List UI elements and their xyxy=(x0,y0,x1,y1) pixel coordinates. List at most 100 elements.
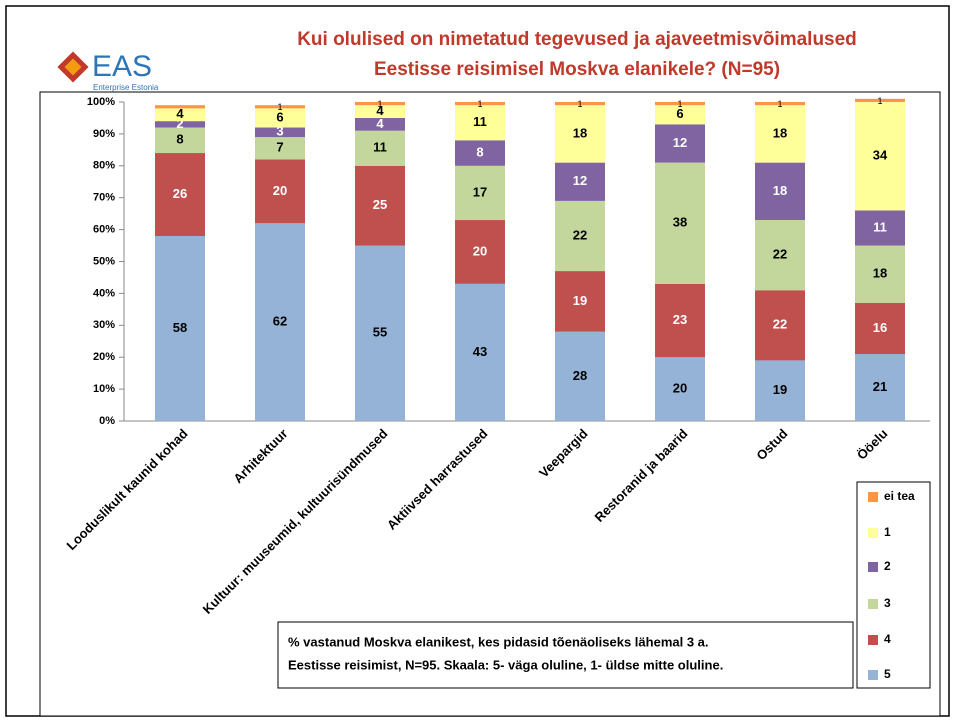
data-label: 1 xyxy=(577,99,582,109)
legend-swatch xyxy=(868,562,878,572)
data-label: 25 xyxy=(373,197,387,212)
y-tick-label: 40% xyxy=(93,287,115,299)
bar-segment xyxy=(655,102,705,106)
bar-segment xyxy=(355,117,405,131)
y-tick-label: 70% xyxy=(93,192,115,204)
bar-segment xyxy=(155,153,205,236)
data-label: 1 xyxy=(777,99,782,109)
logo-subtitle: Enterprise Estonia xyxy=(93,83,159,92)
chart-title: Eestisse reisimisel Moskva elanikele? (N… xyxy=(374,59,780,80)
note: Eestisse reisimist, N=95. Skaala: 5- väg… xyxy=(288,657,723,672)
y-tick-label: 80% xyxy=(93,160,115,172)
data-label: 1 xyxy=(377,99,382,109)
bar-segment xyxy=(255,137,305,160)
bar-segment xyxy=(655,105,705,125)
data-label: 21 xyxy=(873,379,887,394)
data-label: 18 xyxy=(873,266,887,281)
chart-title: Kui olulised on nimetatud tegevused ja a… xyxy=(297,29,857,50)
bar-segment xyxy=(255,105,305,109)
bar-segment xyxy=(755,105,805,163)
y-tick-label: 20% xyxy=(93,351,115,363)
legend-label: 1 xyxy=(884,525,891,539)
bar-segment xyxy=(455,165,505,221)
bar-segment xyxy=(855,98,905,102)
legend-swatch xyxy=(868,492,878,502)
data-label: 6 xyxy=(276,109,283,124)
bar-segment xyxy=(155,121,205,128)
data-label: 12 xyxy=(573,173,587,188)
bar-segment xyxy=(655,162,705,284)
bar-segment xyxy=(755,220,805,291)
y-tick-label: 0% xyxy=(99,415,115,427)
logo-name: EAS xyxy=(92,50,152,83)
data-label: 18 xyxy=(773,183,787,198)
data-label: 7 xyxy=(276,140,283,155)
data-label: 43 xyxy=(473,344,487,359)
data-label: 38 xyxy=(673,215,687,230)
data-label: 4 xyxy=(376,116,384,131)
bar-segment xyxy=(855,210,905,246)
y-tick-label: 50% xyxy=(93,255,115,267)
bar-segment xyxy=(755,162,805,221)
y-tick-label: 60% xyxy=(93,224,115,236)
bar-segment xyxy=(555,200,605,272)
bar-segment xyxy=(455,283,505,421)
y-tick-label: 90% xyxy=(93,128,115,140)
bar-segment xyxy=(555,331,605,421)
data-label: 23 xyxy=(673,312,687,327)
data-label: 18 xyxy=(773,125,787,140)
bar-segment xyxy=(355,165,405,246)
data-label: 16 xyxy=(873,320,887,335)
data-label: 62 xyxy=(273,314,287,329)
bar-segment xyxy=(355,245,405,421)
y-tick-label: 30% xyxy=(93,319,115,331)
bar-segment xyxy=(155,127,205,154)
data-label: 20 xyxy=(273,183,287,198)
bar-segment xyxy=(355,102,405,106)
data-label: 3 xyxy=(276,124,283,139)
bar-segment xyxy=(555,102,605,106)
data-label: 19 xyxy=(573,293,587,308)
bar-segment xyxy=(555,105,605,163)
data-label: 1 xyxy=(477,99,482,109)
bar-segment xyxy=(755,290,805,361)
bar-segment xyxy=(455,220,505,284)
bar-segment xyxy=(455,105,505,141)
data-label: 8 xyxy=(176,132,183,147)
legend-swatch xyxy=(868,528,878,538)
legend-label: ei tea xyxy=(884,489,915,503)
bar-segment xyxy=(255,223,305,421)
bar-segment xyxy=(655,124,705,163)
bar-segment xyxy=(855,354,905,421)
bar-segment xyxy=(255,127,305,138)
data-label: 22 xyxy=(573,227,587,242)
data-label: 20 xyxy=(473,243,487,258)
note: % vastanud Moskva elanikest, kes pidasid… xyxy=(288,634,709,649)
data-label: 1 xyxy=(277,102,282,112)
bar-segment xyxy=(255,159,305,224)
data-label: 12 xyxy=(673,135,687,150)
legend-box xyxy=(856,481,931,689)
data-label: 4 xyxy=(176,106,184,121)
data-label: 2 xyxy=(176,116,183,131)
legend-swatch xyxy=(868,670,878,680)
legend-label: 3 xyxy=(884,596,891,610)
data-label: 8 xyxy=(476,144,483,159)
data-label: 18 xyxy=(573,125,587,140)
bar-segment xyxy=(755,102,805,106)
data-label: 22 xyxy=(773,317,787,332)
data-label: 11 xyxy=(873,219,887,234)
logo-mark xyxy=(57,51,89,83)
data-label: 11 xyxy=(473,114,487,129)
bar-segment xyxy=(855,302,905,355)
legend-label: 2 xyxy=(884,559,891,573)
data-label: 34 xyxy=(873,148,888,163)
bar-segment xyxy=(255,108,305,128)
bar-segment xyxy=(355,130,405,166)
bar-segment xyxy=(155,108,205,122)
bar-segment xyxy=(655,283,705,358)
bar-segment xyxy=(555,162,605,201)
legend-label: 5 xyxy=(884,667,891,681)
data-label: 22 xyxy=(773,247,787,262)
